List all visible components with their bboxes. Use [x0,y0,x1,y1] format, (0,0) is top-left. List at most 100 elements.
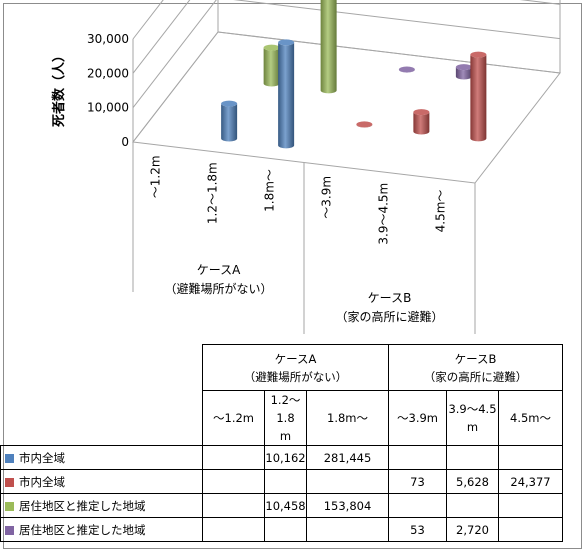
table-cell: 2,720 [446,517,499,542]
table-cell [202,469,265,494]
bar-top [455,64,472,71]
bar [263,47,280,87]
bar-top [278,39,295,46]
column-header-line1: 3.9～4.5 [448,402,497,416]
bar-top [398,66,415,73]
legend-swatch [5,453,14,463]
table-row: 居住地区と推定した地域 10,458 153,804 [0,493,563,518]
column-header: 1.8m～ [306,390,389,446]
row-label-text: 市内全域 [19,474,65,489]
table-cell [264,469,307,494]
y-tick-label: 30,000 [87,32,129,46]
gridline [132,0,217,108]
bar [470,54,487,142]
legend-swatch [5,501,14,511]
table-cell [388,493,447,518]
row-label: 市内全域 [0,445,203,470]
table-cell: 53 [388,517,447,542]
x-tick-label: ～1.2m [149,155,163,198]
y-axis-label: 死者数（人） [51,49,67,127]
column-header: 4.5m～ [498,390,563,446]
row-label-text: 市内全域 [19,450,65,465]
table-cell: 153,804 [306,493,389,518]
group-label-b-line1: ケースB [368,291,412,305]
row-label-text: 居住地区と推定した地域 [19,522,146,537]
column-header-line1: 4.5m～ [510,411,551,425]
table-cell: 5,628 [446,469,499,494]
group-header-b-line2: （家の高所に避難） [423,369,528,384]
row-label: 居住地区と推定した地域 [0,493,203,518]
table-cell [202,517,265,542]
column-header-line1: 1.8m～ [327,411,368,425]
table-cell: 10,162 [264,445,307,470]
bar-top [221,100,238,107]
group-header-b-line1: ケースB [454,351,497,366]
table-cell [498,493,563,518]
bar-top [356,121,373,128]
table-cell [264,517,307,542]
row-label-text: 居住地区と推定した地域 [19,498,146,513]
floor [132,31,561,184]
bar [278,42,295,149]
data-table: ケースA （避難場所がない） ケースB （家の高所に避難） ～1.2m 1.2～… [0,344,563,542]
row-label: 居住地区と推定した地域 [0,517,203,542]
table-cell: 24,377 [498,469,563,494]
table-corner [1,345,203,391]
column-header: ～1.2m [202,390,265,446]
y-tick-label: 20,000 [87,66,129,80]
column-header-line1: ～3.9m [397,411,438,425]
y-tick-label: 0 [121,135,129,149]
x-tick-label: 1.8m～ [263,169,277,212]
column-header: 1.2～1.8 m [264,390,307,446]
table-cell: 281,445 [306,445,389,470]
column-header-line2: m [279,429,292,443]
table-cell [306,469,389,494]
table-row: 市内全域 10,162 281,445 [0,445,563,470]
bar [320,0,337,94]
group-header-a-line1: ケースA [274,351,317,366]
x-tick-label: 3.9～4.5m [377,183,391,245]
bar-top [470,51,487,58]
x-tick-label: ～3.9m [320,176,334,219]
chart-frame [3,3,582,549]
bar [413,112,430,135]
group-label-a-line2: （避難場所がない） [164,281,272,296]
table-cell: 73 [388,469,447,494]
table-cell [306,517,389,542]
column-header: ～3.9m [388,390,447,446]
bar-top [413,109,430,116]
group-label-b-line2: （家の高所に避難） [335,309,443,324]
table-cell [388,445,447,470]
table-cell [446,445,499,470]
group-header-a: ケースA （避難場所がない） [202,344,389,391]
table-cell: 10,458 [264,493,307,518]
group-header-a-line2: （避難場所がない） [243,369,348,384]
table-cell [202,493,265,518]
gridline [132,0,191,74]
group-header-b: ケースB （家の高所に避難） [388,344,563,391]
table-cell [446,493,499,518]
gridline [132,0,164,40]
x-tick-label: 4.5m～ [434,190,448,233]
column-header: 3.9～4.5 m [446,390,499,446]
table-row: 市内全域 73 5,628 24,377 [0,469,563,494]
table-corner-2 [1,391,203,446]
bar [221,103,238,142]
table-cell [498,517,563,542]
column-header-line1: 1.2～1.8 [270,393,301,425]
legend-swatch [5,525,14,535]
bar-top [263,44,280,51]
column-header-line1: ～1.2m [213,411,254,425]
table-cell [498,445,563,470]
row-label: 市内全域 [0,469,203,494]
table-cell [202,445,265,470]
x-tick-label: 1.2～1.8m [206,162,220,224]
legend-swatch [5,477,14,487]
group-label-a-line1: ケースA [197,263,241,277]
chart-area: 0 10,000 20,000 30,000 死者数（人） ～1.2m 1.2～1.8m 1.… [51,0,561,334]
column-header-line2: m [466,420,479,434]
gridline [233,0,561,40]
y-tick-label: 10,000 [87,101,129,115]
bar [455,67,472,80]
table-row: 居住地区と推定した地域 53 2,720 [0,517,563,542]
